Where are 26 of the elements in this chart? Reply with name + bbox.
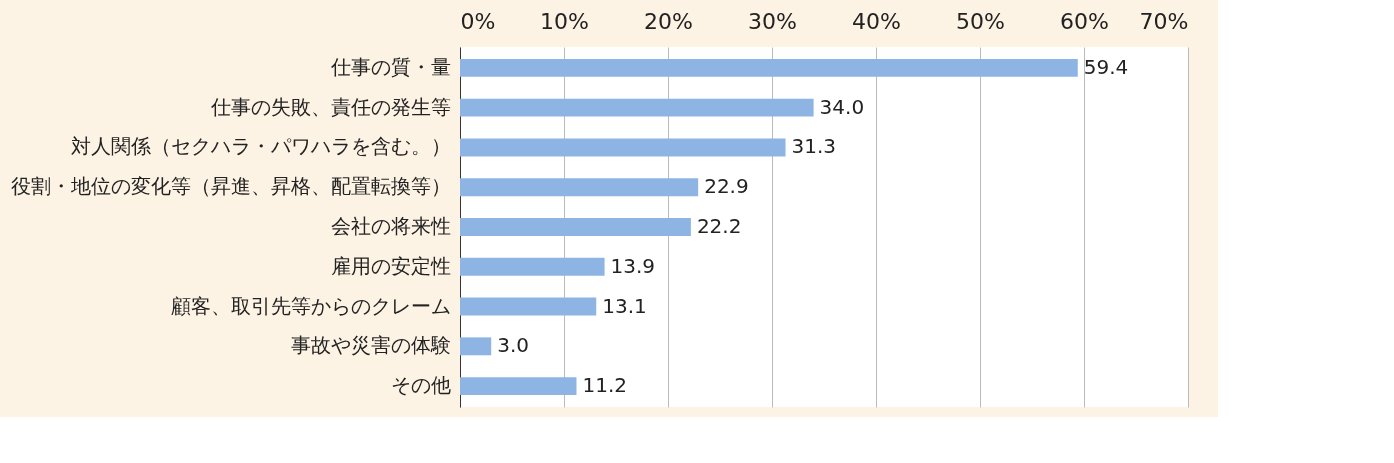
data-label: 59.4 (1083, 54, 1129, 79)
y-tick-label: その他 (390, 373, 451, 398)
data-label: 31.3 (791, 134, 837, 159)
x-tick-label: 60% (1060, 8, 1109, 34)
data-label: 22.2 (696, 214, 742, 238)
x-tick-label: 40% (852, 8, 901, 34)
y-tick-label: 会社の将来性 (330, 214, 451, 238)
x-tick-label: 70% (1139, 8, 1189, 34)
y-tick-label: 仕事の失敗、責任の発生等 (209, 94, 451, 119)
y-tick-label: 仕事の質・量 (329, 54, 451, 79)
data-label: 13.1 (602, 293, 647, 318)
x-tick-label: 10% (540, 8, 589, 34)
y-tick-label: 雇用の安定性 (330, 253, 451, 278)
data-label: 22.9 (704, 174, 749, 199)
x-tick-label: 20% (644, 8, 693, 34)
data-label: 11.2 (582, 373, 628, 398)
x-tick-label: 50% (956, 8, 1005, 34)
y-tick-label: 顧客、取引先等からのクレーム (170, 293, 451, 318)
data-label: 34.0 (819, 94, 865, 119)
x-tick-label: 30% (748, 8, 797, 34)
data-label: 13.9 (610, 253, 656, 278)
data-label: 3.0 (497, 333, 530, 358)
y-tick-label: 事故や災害の体験 (290, 333, 451, 358)
x-tick-label: 0% (460, 8, 496, 34)
y-tick-label: 対人関係（セクハラ・パワハラを含む。） (70, 134, 451, 159)
y-tick-label: 役割・地位の変化等（昇進、昇格、配置転換等） (10, 174, 451, 199)
